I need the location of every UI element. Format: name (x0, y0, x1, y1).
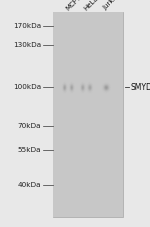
Text: SMYD4: SMYD4 (130, 83, 150, 92)
Text: 170kDa: 170kDa (13, 23, 41, 29)
Text: 40kDa: 40kDa (18, 182, 41, 188)
Text: 55kDa: 55kDa (18, 147, 41, 153)
Text: MCF7: MCF7 (65, 0, 83, 11)
Text: HeLa: HeLa (83, 0, 99, 11)
Text: 130kDa: 130kDa (13, 42, 41, 48)
Text: 100kDa: 100kDa (13, 84, 41, 90)
Text: Jurkat: Jurkat (102, 0, 121, 11)
Bar (53, 12, 123, 217)
Text: 70kDa: 70kDa (18, 123, 41, 129)
